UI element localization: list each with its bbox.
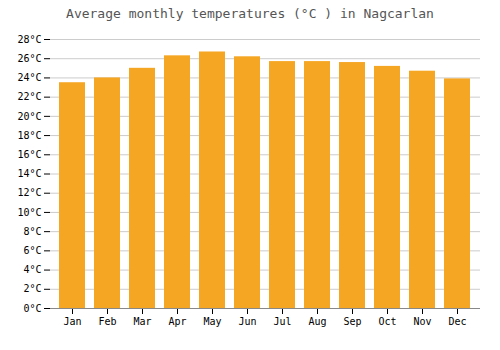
svg-text:Mar: Mar <box>133 316 151 327</box>
svg-text:16°C: 16°C <box>17 149 41 160</box>
svg-text:Sep: Sep <box>343 316 361 327</box>
svg-text:12°C: 12°C <box>17 187 41 198</box>
svg-text:22°C: 22°C <box>17 91 41 102</box>
svg-text:Aug: Aug <box>308 316 326 327</box>
svg-text:Feb: Feb <box>98 316 116 327</box>
svg-text:Dec: Dec <box>448 316 466 327</box>
svg-text:14°C: 14°C <box>17 168 41 179</box>
svg-text:8°C: 8°C <box>23 226 41 237</box>
svg-text:2°C: 2°C <box>23 283 41 294</box>
svg-text:May: May <box>203 316 221 327</box>
svg-text:Jun: Jun <box>238 316 256 327</box>
svg-text:0°C: 0°C <box>23 303 41 314</box>
svg-text:6°C: 6°C <box>23 245 41 256</box>
svg-text:4°C: 4°C <box>23 264 41 275</box>
svg-text:Jan: Jan <box>63 316 81 327</box>
svg-text:10°C: 10°C <box>17 207 41 218</box>
svg-text:Nov: Nov <box>413 316 431 327</box>
svg-text:Apr: Apr <box>168 316 186 327</box>
html-text:Average monthly temperatures (: Average monthly temperatures (°C ) in Na… <box>66 6 434 21</box>
svg-text:26°C: 26°C <box>17 53 41 64</box>
svg-text:28°C: 28°C <box>17 34 41 45</box>
svg-text:Oct: Oct <box>378 316 396 327</box>
svg-text:Jul: Jul <box>273 316 291 327</box>
svg-text:20°C: 20°C <box>17 111 41 122</box>
svg-text:24°C: 24°C <box>17 72 41 83</box>
svg-text:18°C: 18°C <box>17 130 41 141</box>
